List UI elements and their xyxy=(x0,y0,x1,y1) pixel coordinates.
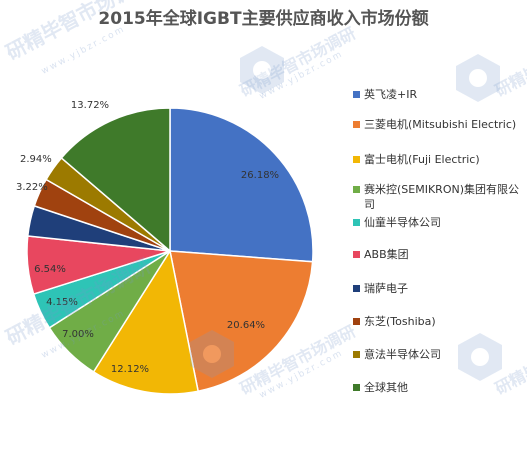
legend-swatch xyxy=(353,156,360,163)
legend-item: 全球其他 xyxy=(353,380,521,395)
legend-item: ABB集团 xyxy=(353,247,521,262)
legend-item: 意法半导体公司 xyxy=(353,347,521,362)
legend-label: 瑞萨电子 xyxy=(364,282,408,295)
legend-item: 三菱电机(Mitsubishi Electric) xyxy=(353,117,521,132)
legend-label: ABB集团 xyxy=(364,248,409,261)
pie-data-label: 2.94% xyxy=(20,154,52,165)
legend-item: 富士电机(Fuji Electric) xyxy=(353,152,521,167)
legend-label: 三菱电机(Mitsubishi Electric) xyxy=(364,118,517,131)
pie-data-labels: 26.18% 20.64% 12.12% 7.00% 4.15% 6.54% 3.22% 2.… xyxy=(16,100,279,375)
pie-data-label: 26.18% xyxy=(241,170,279,181)
legend-swatch xyxy=(353,121,360,128)
legend-swatch xyxy=(353,219,360,226)
pie-data-label: 12.12% xyxy=(111,364,149,375)
legend-label: 富士电机(Fuji Electric) xyxy=(364,153,480,166)
pie-slice xyxy=(169,107,314,263)
pie-data-label: 3.22% xyxy=(16,182,48,193)
pie-data-label: 6.54% xyxy=(34,264,66,275)
legend-item: 东芝(Toshiba) xyxy=(353,314,521,329)
legend-label: 赛米控(SEMIKRON)集团有限公司 xyxy=(364,183,519,211)
legend-item: 瑞萨电子 xyxy=(353,281,521,296)
legend-swatch xyxy=(353,384,360,391)
pie-slice xyxy=(92,249,200,395)
legend-label: 东芝(Toshiba) xyxy=(364,315,436,328)
pie-data-label: 13.72% xyxy=(71,100,109,111)
pie-data-label: 4.15% xyxy=(46,297,78,308)
legend-label: 英飞凌+IR xyxy=(364,88,418,101)
legend-item: 仙童半导体公司 xyxy=(353,215,521,230)
chart-title: 2015年全球IGBT主要供应商收入市场份额 xyxy=(98,9,429,29)
pie-data-label: 20.64% xyxy=(227,320,265,331)
legend-swatch xyxy=(353,351,360,358)
legend-swatch xyxy=(353,91,360,98)
legend-swatch xyxy=(353,186,360,193)
legend-swatch xyxy=(353,318,360,325)
pie-slice xyxy=(169,250,314,393)
pie-data-label: 7.00% xyxy=(62,329,94,340)
pie-slices xyxy=(26,107,314,395)
legend-label: 意法半导体公司 xyxy=(364,348,441,361)
legend-swatch xyxy=(353,285,360,292)
legend-label: 全球其他 xyxy=(364,381,408,394)
legend-swatch xyxy=(353,251,360,258)
legend-item: 英飞凌+IR xyxy=(353,87,521,102)
legend-label: 仙童半导体公司 xyxy=(364,216,441,229)
legend-item: 赛米控(SEMIKRON)集团有限公司 xyxy=(353,182,521,212)
pie-slice xyxy=(60,107,171,253)
